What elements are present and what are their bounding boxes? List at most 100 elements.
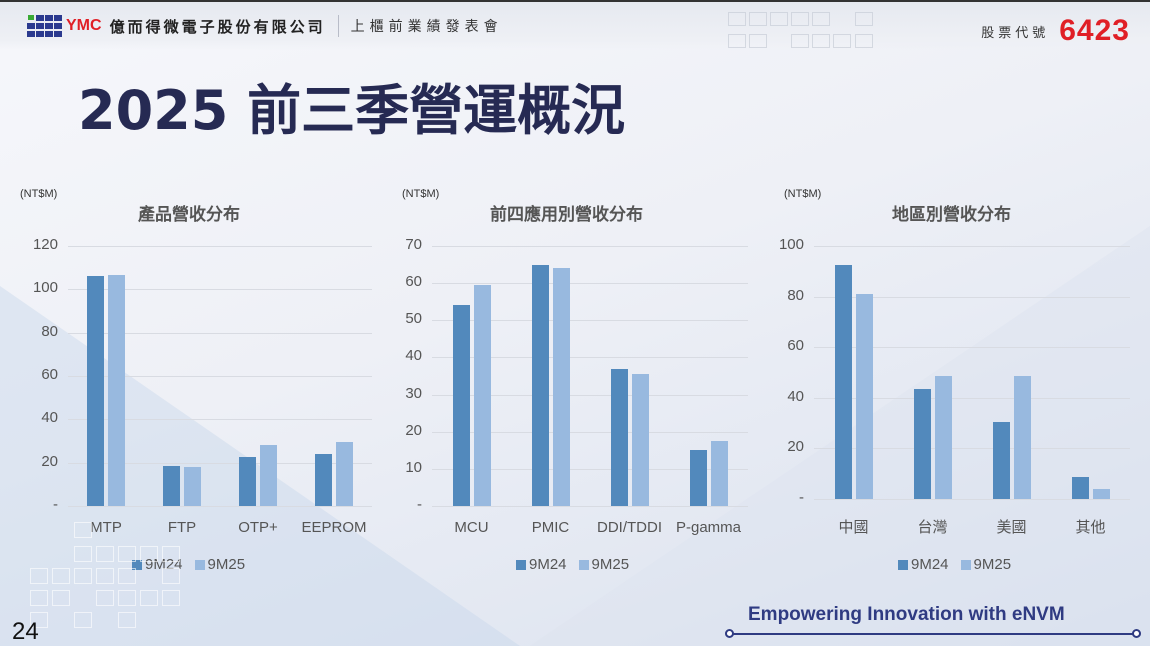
y-tick-label: 60 (41, 366, 58, 383)
bar-9M25-OTP+ (260, 445, 277, 506)
x-category-label: EEPROM (301, 519, 367, 536)
header-bar: YMC 億而得微電子股份有限公司 上櫃前業績發表會 股票代號 6423 (0, 0, 1150, 50)
y-tick-label: 100 (778, 236, 804, 253)
gridline (432, 357, 748, 359)
legend-label: 9M25 (973, 556, 1012, 573)
y-tick-label: 60 (787, 337, 804, 355)
tagline: Empowering Innovation with eNVM (748, 604, 1065, 625)
legend-swatch-icon (194, 559, 205, 570)
bar-9M25-MCU (473, 285, 491, 506)
x-category-label: 其他 (1075, 519, 1106, 536)
chart-unit: (NT$M) (784, 188, 822, 200)
bar-9M24-FTP (163, 465, 180, 506)
gridline (68, 332, 372, 334)
gridline (68, 376, 372, 377)
tagline-dot-right (1132, 629, 1141, 638)
gridline (68, 419, 372, 421)
chart-product-revenue: (NT$M) 產品營收分布 120 100 80 60 40 20 - MTP FTP OTP+ E… (10, 180, 380, 580)
gridline (814, 499, 1130, 500)
x-category-label: 美國 (996, 519, 1027, 536)
legend-swatch-icon (898, 559, 908, 570)
legend-label: 9M24 (911, 556, 949, 573)
tagline-underline (728, 633, 1138, 635)
legend-label: 9M25 (207, 556, 246, 573)
chart-application-revenue: (NT$M) 前四應用別營收分布 70 60 50 40 30 20 10 - MCU PMIC D… (392, 180, 762, 580)
gridline (432, 394, 748, 396)
gridline (432, 283, 748, 285)
header-divider (337, 15, 339, 37)
chart-region-revenue: (NT$M) 地區別營收分布 100 80 60 40 20- 中國 台灣 美國 其他 9M24 9… (774, 180, 1144, 580)
x-category-label: PMIC (531, 519, 570, 536)
bar-9M24-台灣 (913, 388, 931, 499)
bar-9M24-PMIC (531, 264, 549, 506)
bar-9M25-其他 (1092, 488, 1110, 499)
gridline (814, 448, 1130, 450)
chart-legend: 9M24 9M25 (898, 556, 1023, 573)
y-tick-label: 40 (41, 409, 58, 427)
chart-title: 產品營收分布 (138, 205, 240, 225)
legend-label: 9M24 (529, 556, 567, 573)
y-tick-label: 20 (787, 438, 804, 456)
y-tick-label: 60 (405, 273, 422, 291)
y-tick-label: 40 (405, 347, 422, 365)
y-tick-label: 30 (405, 384, 422, 402)
gridline (814, 347, 1130, 349)
y-tick-label: 80 (787, 286, 804, 304)
chart-title: 前四應用別營收分布 (490, 205, 643, 225)
tagline-dot-left (725, 629, 734, 638)
legend-item: 9M25 (194, 556, 246, 573)
y-tick-label: 20 (41, 452, 58, 470)
y-tick-label: 120 (32, 236, 58, 253)
bar-9M24-其他 (1071, 477, 1089, 499)
y-tick-label: 80 (41, 322, 58, 340)
legend-item: 9M25 (578, 556, 630, 573)
y-tick-label: 20 (405, 421, 422, 439)
y-tick-label: - (417, 496, 422, 513)
bar-9M24-美國 (992, 421, 1010, 499)
chart-unit: (NT$M) (402, 188, 440, 200)
gridline (432, 320, 748, 322)
y-tick-label: 70 (405, 236, 422, 253)
gridline (814, 296, 1130, 298)
company-logo: YMC 億而得微電子股份有限公司 上櫃前業績發表會 (26, 15, 503, 37)
legend-swatch-icon (578, 559, 589, 570)
y-tick-label: - (799, 489, 804, 506)
company-name: 億而得微電子股份有限公司 (109, 17, 326, 36)
gridline (432, 506, 748, 507)
legend-swatch-icon (132, 559, 142, 570)
gridline (68, 289, 372, 291)
y-tick-label: 100 (32, 279, 58, 297)
x-category-label: P-gamma (675, 519, 742, 536)
logo-text: YMC (66, 17, 102, 34)
page-title: 2025 前三季營運概況 (78, 79, 626, 142)
bar-9M25-DDI/TDDI (631, 374, 649, 506)
bar-9M24-EEPROM (315, 454, 332, 506)
legend-label: 9M25 (591, 556, 630, 573)
gridline (68, 246, 372, 247)
stock-label: 股票代號 (981, 25, 1050, 41)
x-category-label: 中國 (838, 519, 869, 536)
gridline (432, 431, 748, 433)
gridline (814, 246, 1130, 247)
logo-grid-icon (26, 15, 64, 37)
bar-9M25-EEPROM (336, 442, 353, 506)
bar-9M25-MTP (108, 275, 125, 506)
x-category-label: DDI/TDDI (597, 519, 662, 536)
bar-9M24-MCU (452, 305, 470, 506)
bar-9M24-P-gamma (689, 450, 707, 506)
bar-9M24-DDI/TDDI (610, 368, 628, 506)
legend-item: 9M24 (516, 556, 567, 573)
x-category-label: 台灣 (917, 519, 948, 536)
stock-code: 6423 (1059, 14, 1130, 47)
legend-swatch-icon (516, 559, 526, 570)
bar-9M25-中國 (855, 294, 873, 499)
chart-title: 地區別營收分布 (892, 205, 1011, 225)
legend-swatch-icon (960, 559, 971, 570)
gridline (432, 246, 748, 247)
y-tick-label: - (53, 496, 58, 513)
event-name: 上櫃前業績發表會 (350, 19, 503, 35)
legend-item: 9M25 (960, 556, 1012, 573)
x-category-label: MCU (454, 519, 489, 536)
page-number: 24 (12, 618, 39, 645)
chart-unit: (NT$M) (20, 188, 58, 200)
